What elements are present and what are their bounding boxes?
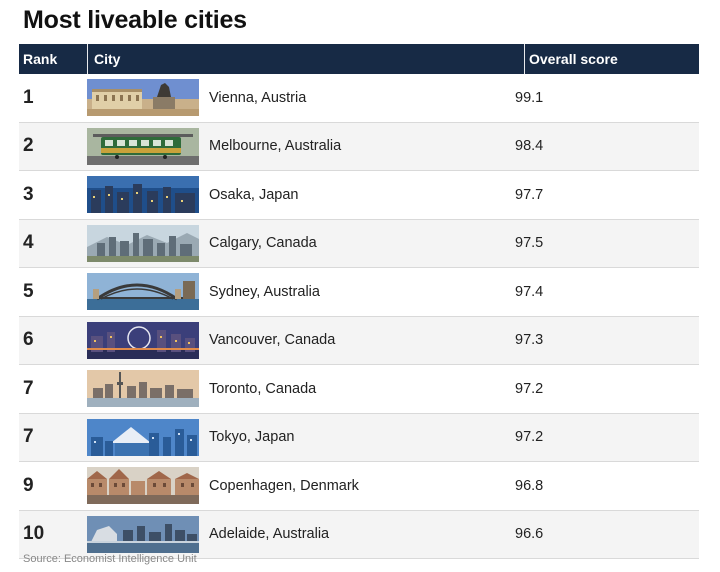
header-divider <box>524 44 525 74</box>
score-cell: 97.2 <box>515 429 544 446</box>
city-cell: Toronto, Canada <box>209 380 317 397</box>
score-cell: 97.3 <box>515 332 544 349</box>
table-row: 3 Osaka, Japan 97.7 <box>19 171 699 220</box>
rank-cell: 7 <box>23 426 34 448</box>
city-cell: Vienna, Austria <box>209 89 307 106</box>
city-cell: Adelaide, Australia <box>209 526 330 543</box>
tokyo-photo <box>87 418 199 456</box>
score-cell: 96.8 <box>515 477 544 494</box>
cities-table: Rank City Overall score 1 Vienna, <box>19 44 699 559</box>
table-header: Rank City Overall score <box>19 44 699 74</box>
rank-cell: 6 <box>23 329 34 351</box>
toronto-photo <box>87 370 199 408</box>
table-row: 6 Vancouver, Canada 97.3 <box>19 316 699 365</box>
header-divider <box>87 44 88 74</box>
city-cell: Calgary, Canada <box>209 235 317 252</box>
rank-cell: 3 <box>23 183 34 205</box>
header-city: City <box>94 51 121 67</box>
score-cell: 98.4 <box>515 138 544 155</box>
score-cell: 97.4 <box>515 283 544 300</box>
table-row: 7 Tokyo, Japan 97.2 <box>19 413 699 462</box>
osaka-photo <box>87 176 199 214</box>
rank-cell: 9 <box>23 474 34 496</box>
rank-cell: 2 <box>23 135 34 157</box>
score-cell: 97.2 <box>515 380 544 397</box>
city-cell: Vancouver, Canada <box>209 332 336 349</box>
melbourne-photo <box>87 127 199 165</box>
table-row: 7 Toronto, Canada 97.2 <box>19 365 699 414</box>
table-row: 4 Calgary, Canada 97.5 <box>19 219 699 268</box>
score-cell: 96.6 <box>515 526 544 543</box>
score-cell: 97.5 <box>515 235 544 252</box>
header-rank: Rank <box>23 51 58 67</box>
rank-cell: 4 <box>23 232 34 254</box>
source-note: Source: Economist Intelligence Unit <box>23 553 197 565</box>
city-cell: Sydney, Australia <box>209 283 320 300</box>
calgary-photo <box>87 224 199 262</box>
table-row: 1 Vienna, Austria 99.1 <box>19 74 699 123</box>
city-cell: Osaka, Japan <box>209 186 299 203</box>
table-body: 1 Vienna, Austria 99.1 2 <box>19 74 699 559</box>
vienna-photo <box>87 79 199 117</box>
page-title: Most liveable cities <box>23 6 247 34</box>
table-row: 2 Melbourne, Australia 98.4 <box>19 122 699 171</box>
city-cell: Copenhagen, Denmark <box>209 477 359 494</box>
table-row: 9 Copenhagen, Denmark 96.8 <box>19 462 699 511</box>
table-row: 10 Adelaide, Australia 96.6 <box>19 510 699 559</box>
rank-cell: 7 <box>23 377 34 399</box>
rank-cell: 10 <box>23 523 45 545</box>
header-score: Overall score <box>529 51 618 67</box>
adelaide-photo <box>87 515 199 553</box>
table-row: 5 Sydney, Australia 97.4 <box>19 268 699 317</box>
city-cell: Melbourne, Australia <box>209 138 342 155</box>
score-cell: 97.7 <box>515 186 544 203</box>
vancouver-photo <box>87 321 199 359</box>
city-cell: Tokyo, Japan <box>209 429 295 446</box>
sydney-photo <box>87 273 199 311</box>
rank-cell: 5 <box>23 280 34 302</box>
rank-cell: 1 <box>23 86 34 108</box>
copenhagen-photo <box>87 467 199 505</box>
score-cell: 99.1 <box>515 89 544 106</box>
